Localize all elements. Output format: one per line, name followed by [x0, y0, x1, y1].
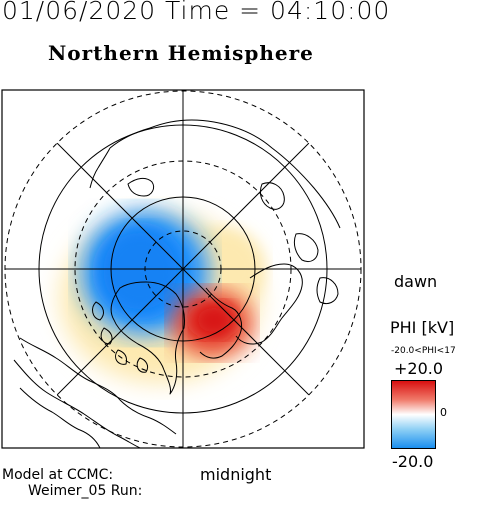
colorbar-range: -20.0<PHI<17: [391, 346, 456, 356]
dawn-label: dawn: [394, 272, 438, 291]
coastlines: [13, 119, 341, 448]
latitude-circle-3: [74, 160, 292, 378]
grid-lines: [5, 91, 361, 447]
model-line-1: Model at CCMC:: [2, 467, 114, 483]
datetime-title: 01/06/2020 Time = 04:10:00: [2, 0, 391, 25]
polar-map: [1, 89, 365, 449]
colorbar-title: PHI [kV]: [390, 318, 455, 337]
negative-cell-core: [98, 227, 182, 315]
colorbar-max-label: +20.0: [394, 359, 444, 378]
latitude-circle-2: [38, 124, 328, 414]
latitude-circle-outer: [4, 90, 362, 448]
model-line-2: Weimer_05 Run:: [28, 483, 143, 499]
colorbar-min-label: -20.0: [392, 452, 434, 471]
midnight-label: midnight: [200, 465, 272, 484]
meridian-diagonal-2: [54, 140, 312, 398]
latitude-circle-inner: [144, 230, 222, 308]
hemisphere-title: Northern Hemisphere: [48, 41, 314, 65]
colorbar: [391, 380, 436, 449]
latitude-circle-4: [110, 196, 256, 342]
colorbar-mid-label: 0: [440, 406, 447, 419]
latitude-circles: [4, 90, 362, 448]
